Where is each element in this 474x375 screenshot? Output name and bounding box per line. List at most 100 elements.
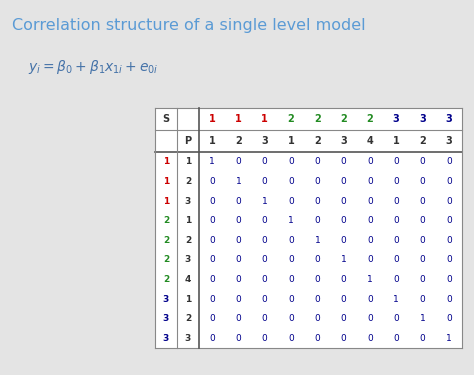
Text: 0: 0	[210, 275, 215, 284]
Text: 1: 1	[210, 157, 215, 166]
Text: 0: 0	[419, 334, 426, 343]
Text: 2: 2	[235, 136, 242, 146]
Text: S: S	[163, 114, 170, 124]
Text: 0: 0	[314, 216, 320, 225]
Text: 0: 0	[210, 314, 215, 323]
Text: 0: 0	[210, 177, 215, 186]
Text: 1: 1	[261, 114, 268, 124]
Text: 1: 1	[185, 157, 191, 166]
Text: 0: 0	[288, 275, 294, 284]
Text: 0: 0	[367, 177, 373, 186]
Text: 0: 0	[262, 334, 268, 343]
Text: 0: 0	[393, 177, 399, 186]
Text: 2: 2	[163, 236, 169, 245]
Text: 0: 0	[341, 294, 346, 303]
Text: 4: 4	[185, 275, 191, 284]
Text: 0: 0	[288, 177, 294, 186]
Text: 0: 0	[236, 255, 241, 264]
Text: 0: 0	[367, 314, 373, 323]
Text: 3: 3	[393, 114, 400, 124]
Text: 0: 0	[262, 177, 268, 186]
Text: 0: 0	[236, 294, 241, 303]
Bar	[155, 108, 462, 348]
Text: 0: 0	[367, 255, 373, 264]
Text: 0: 0	[236, 196, 241, 206]
Text: 0: 0	[236, 334, 241, 343]
Text: 0: 0	[367, 157, 373, 166]
Text: 0: 0	[419, 294, 426, 303]
Text: 3: 3	[446, 136, 452, 146]
Text: 0: 0	[288, 294, 294, 303]
Text: 3: 3	[185, 334, 191, 343]
Text: 0: 0	[341, 216, 346, 225]
Text: 2: 2	[314, 114, 321, 124]
Text: 0: 0	[341, 275, 346, 284]
Text: 1: 1	[341, 255, 346, 264]
Text: 1: 1	[393, 136, 400, 146]
Text: 0: 0	[446, 216, 452, 225]
Text: 0: 0	[367, 196, 373, 206]
Text: 3: 3	[163, 314, 169, 323]
Text: 0: 0	[262, 294, 268, 303]
Text: 3: 3	[185, 196, 191, 206]
Text: 2: 2	[314, 136, 321, 146]
Text: 0: 0	[262, 314, 268, 323]
Text: P: P	[184, 136, 191, 146]
Text: 0: 0	[446, 157, 452, 166]
Text: 3: 3	[419, 114, 426, 124]
Text: 3: 3	[185, 255, 191, 264]
Text: 2: 2	[163, 275, 169, 284]
Text: 0: 0	[262, 157, 268, 166]
Text: 0: 0	[393, 334, 399, 343]
Text: 0: 0	[446, 314, 452, 323]
Text: 0: 0	[314, 314, 320, 323]
Text: 1: 1	[393, 294, 399, 303]
Text: 0: 0	[393, 196, 399, 206]
Text: 0: 0	[236, 275, 241, 284]
Text: 0: 0	[341, 314, 346, 323]
Text: 0: 0	[393, 314, 399, 323]
Text: 0: 0	[341, 236, 346, 245]
Text: 0: 0	[236, 216, 241, 225]
Text: $y_i = \beta_0 + \beta_1 x_{1i} + e_{0i}$: $y_i = \beta_0 + \beta_1 x_{1i} + e_{0i}…	[28, 58, 158, 76]
Text: 1: 1	[288, 216, 294, 225]
Text: 0: 0	[314, 294, 320, 303]
Text: 0: 0	[419, 236, 426, 245]
Text: 1: 1	[314, 236, 320, 245]
Text: 0: 0	[288, 255, 294, 264]
Text: 0: 0	[210, 196, 215, 206]
Text: 1: 1	[262, 196, 268, 206]
Text: 0: 0	[367, 294, 373, 303]
Text: 0: 0	[262, 255, 268, 264]
Text: 0: 0	[236, 314, 241, 323]
Text: 2: 2	[419, 136, 426, 146]
Text: 2: 2	[185, 314, 191, 323]
Text: 0: 0	[210, 294, 215, 303]
Text: 1: 1	[163, 177, 169, 186]
Text: 0: 0	[446, 177, 452, 186]
Text: 0: 0	[419, 216, 426, 225]
Text: 3: 3	[446, 114, 452, 124]
Text: 0: 0	[341, 334, 346, 343]
Text: 1: 1	[209, 136, 216, 146]
Text: 3: 3	[163, 334, 169, 343]
Text: 0: 0	[314, 275, 320, 284]
Text: 1: 1	[209, 114, 216, 124]
Text: 2: 2	[288, 114, 294, 124]
Text: 1: 1	[185, 216, 191, 225]
Text: 0: 0	[419, 157, 426, 166]
Text: 2: 2	[185, 236, 191, 245]
Text: 0: 0	[314, 334, 320, 343]
Text: 1: 1	[185, 294, 191, 303]
Text: 0: 0	[314, 177, 320, 186]
Text: 0: 0	[446, 275, 452, 284]
Text: 0: 0	[314, 255, 320, 264]
Text: 0: 0	[288, 236, 294, 245]
Text: 0: 0	[262, 275, 268, 284]
Text: 2: 2	[185, 177, 191, 186]
Text: 0: 0	[210, 255, 215, 264]
Text: 1: 1	[163, 157, 169, 166]
Text: 0: 0	[314, 196, 320, 206]
Text: 1: 1	[367, 275, 373, 284]
Text: 0: 0	[446, 294, 452, 303]
